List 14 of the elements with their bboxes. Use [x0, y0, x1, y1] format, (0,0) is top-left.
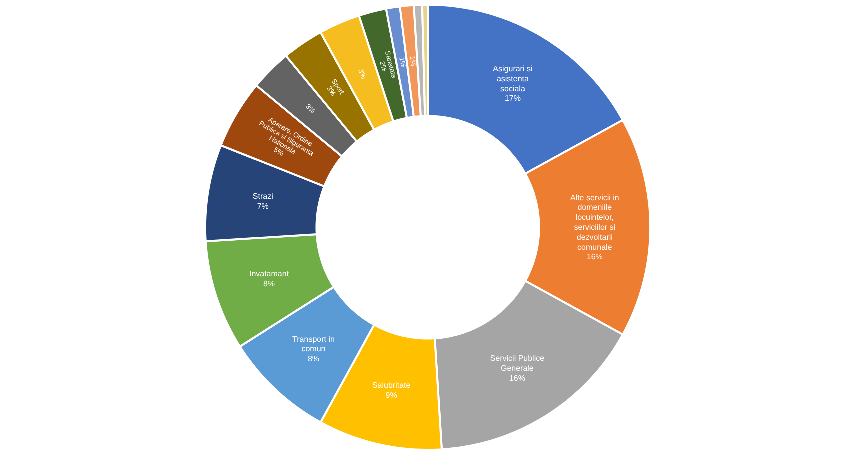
data-label: 7% [257, 202, 269, 211]
data-label: 8% [263, 280, 276, 289]
slice-label: Salubritate [372, 380, 412, 390]
slice-label: Asigurari si asistenta sociala [493, 64, 533, 94]
data-label: 16% [586, 252, 603, 262]
slice-label: Alte servicii in domeniile locuintelor, serviciilor si dezvoltarii comunale [570, 193, 620, 252]
slice-label: Invatamant [249, 270, 290, 279]
slice-label: Transport in comun [292, 334, 335, 354]
slice-label: Servicii Publice Generale [490, 354, 546, 373]
data-label: 8% [308, 354, 320, 364]
slice-label: Strazi [252, 192, 274, 201]
data-label: 17% [504, 94, 521, 104]
data-label: 16% [509, 374, 526, 383]
data-label: 9% [386, 390, 398, 400]
